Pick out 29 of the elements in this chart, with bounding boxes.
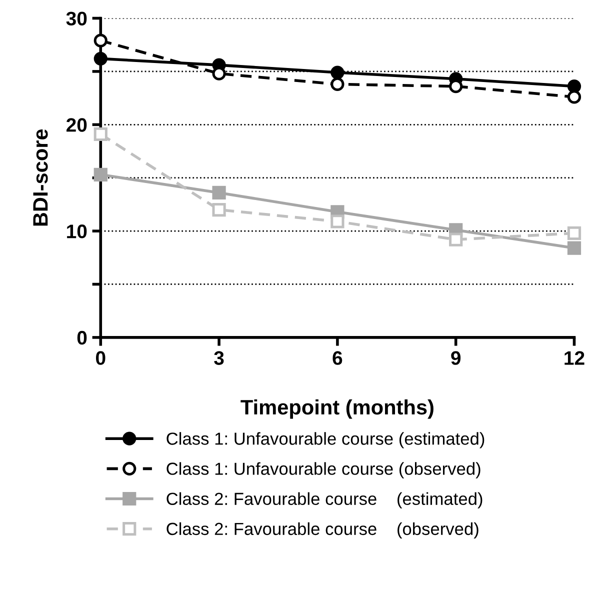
x-tick-label: 3 [214, 351, 224, 365]
point [94, 127, 108, 142]
point [330, 214, 344, 228]
y-axis-title: BDI-score [33, 129, 48, 226]
point [212, 186, 226, 200]
legend-label: Class 2: Favourable course (observed) [166, 522, 478, 538]
x-tick-label: 9 [451, 351, 461, 365]
point [330, 66, 344, 80]
legend-label: Class 1: Unfavourable course (estimated) [166, 432, 484, 448]
y-tick-label: 10 [67, 224, 87, 238]
point [94, 168, 108, 182]
x-tick-label: 0 [96, 351, 106, 365]
point [449, 232, 463, 246]
y-tick-label: 30 [66, 12, 87, 26]
point [94, 34, 108, 48]
y-tick-label: 0 [77, 330, 87, 345]
point [567, 226, 582, 240]
legend-label: Class 1: Unfavourable course (observed) [166, 462, 480, 478]
point [94, 52, 108, 66]
x-tick-label: 12 [564, 351, 584, 365]
point [212, 202, 226, 217]
legend-label: Class 2: Favourable course (estimated) [166, 492, 482, 508]
point [567, 241, 582, 255]
point [567, 90, 582, 104]
point [567, 80, 582, 94]
y-tick-label: 20 [66, 118, 87, 132]
x-tick-label: 6 [332, 351, 342, 365]
point [330, 77, 344, 92]
x-axis-title: Timepoint (months) [240, 399, 434, 419]
